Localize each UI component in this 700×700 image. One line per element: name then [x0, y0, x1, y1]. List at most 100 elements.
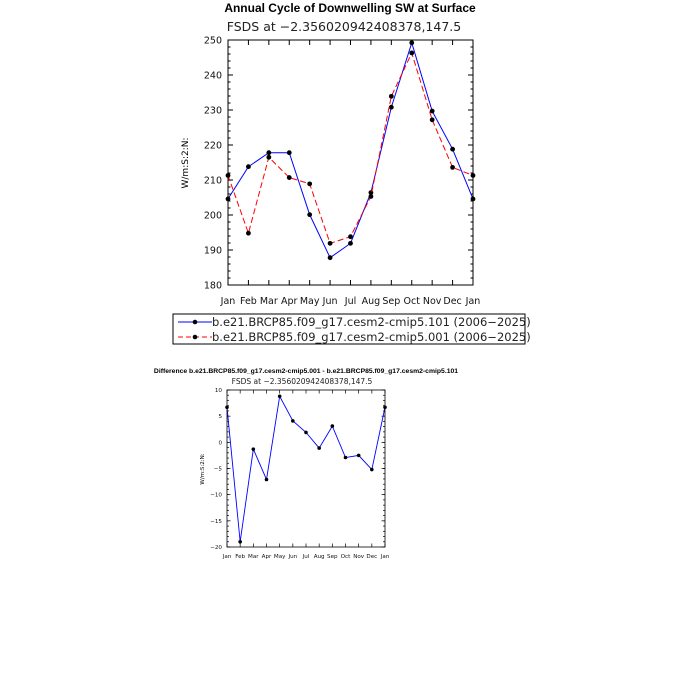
chart1-x-tick-labels: Jan Feb Mar Apr May Jun Jul Aug Sep Oct Nov Dec Jan [220, 296, 481, 307]
chart1-x-tick-label: Feb [240, 296, 257, 307]
chart1-series-1-point [286, 150, 292, 156]
chart1-plot-frame [227, 39, 474, 286]
chart2-x-tick-label: Jun [287, 554, 297, 560]
chart2-title: Difference b.e21.BRCP85.f09_g17.cesm2-cm… [154, 368, 458, 375]
chart2-x-tick-label: Apr [262, 554, 272, 560]
chart2-x-tick-label: Aug [314, 554, 325, 560]
chart2-x-tick-label: Mar [248, 554, 259, 560]
legend-marker-101 [192, 319, 198, 325]
chart1-x-tick-label: Dec [443, 296, 461, 307]
chart2-series-1-point [238, 539, 242, 544]
chart2-subtitle: FSDS at −2.356020942408378,147.5 [232, 377, 373, 386]
chart1-series-2-point [409, 50, 415, 56]
chart2-x-tick-label: May [274, 554, 286, 560]
legend-frame [172, 313, 526, 345]
chart1-series [225, 40, 476, 261]
chart1-series-2-point [307, 181, 313, 187]
chart2-series-1-point [317, 446, 321, 450]
chart1-y-tick-label: 180 [204, 280, 222, 291]
chart1-x-tick-label: Aug [362, 296, 381, 307]
chart2-series-1-point [251, 447, 256, 451]
chart2-y-tick-label: 5 [218, 414, 222, 420]
chart2-series-1-point [356, 453, 361, 458]
chart1-series-1-point [450, 146, 455, 152]
difference-chart: Difference b.e21.BRCP85.f09_g17.cesm2-cm… [154, 368, 458, 560]
chart2-y-tick-label: −15 [210, 519, 222, 525]
chart1-series-1-point [327, 255, 333, 261]
chart2-x-tick-label: Oct [341, 554, 351, 560]
chart2-x-tick-label: Jan [380, 554, 390, 560]
chart1-series-line-2 [227, 51, 474, 244]
chart1-x-tick-label: Mar [260, 296, 278, 307]
chart1-legend: b.e21.BRCP85.f09_g17.cesm2-cmip5.101 (20… [172, 313, 531, 345]
chart1-series-1-point [246, 164, 251, 170]
chart1-series-1-point [348, 240, 353, 246]
chart2-y-tick-label: 10 [215, 388, 223, 394]
chart2-series [225, 394, 387, 544]
chart1-series-2-point [286, 175, 292, 180]
chart1-series-1-point [409, 40, 415, 46]
chart1-series-1-point [307, 212, 313, 218]
chart1-x-tick-label: Nov [423, 296, 442, 307]
chart1-y-tick-labels: 180 190 200 210 220 230 240 250 [204, 35, 222, 291]
chart1-series-1-point [266, 150, 272, 156]
chart2-x-tick-label: Feb [235, 554, 245, 560]
chart1-ylabel: W/m:S:2:N: [181, 138, 191, 189]
legend-marker-001 [192, 334, 198, 340]
chart2-series-1-point [264, 477, 269, 482]
chart1-x-tick-label: Jul [344, 296, 356, 307]
chart1-series-2-point [348, 234, 353, 240]
chart2-x-tick-label: Jul [302, 554, 310, 560]
chart2-x-tick-labels: Jan Feb Mar Apr May Jun Jul Aug Sep Oct Nov Dec Jan [222, 554, 390, 560]
chart2-y-tick-labels: −20 −15 −10 −5 0 5 10 [210, 388, 222, 551]
chart1-series-2-point [327, 240, 333, 246]
chart2-series-1-point [330, 424, 335, 428]
chart2-y-tick-label: −10 [210, 493, 222, 499]
chart1-series-1-point [429, 108, 435, 114]
chart2-series-1-point [277, 394, 282, 399]
chart2-series-1-point [291, 419, 295, 423]
chart1-series-2-point [266, 154, 272, 160]
chart1-series-2-point [368, 194, 374, 199]
legend-entry-101: b.e21.BRCP85.f09_g17.cesm2-cmip5.101 (20… [178, 315, 531, 329]
chart2-x-tick-label: Nov [353, 554, 365, 560]
chart2-plot-frame [226, 389, 386, 548]
chart1-y-tick-label: 230 [204, 105, 222, 116]
chart1-x-tick-label: Sep [382, 296, 400, 307]
chart1-x-tick-label: Jan [465, 296, 481, 307]
chart1-y-tick-label: 190 [204, 245, 222, 256]
chart2-y-tick-label: −5 [214, 467, 223, 473]
legend-label-101: b.e21.BRCP85.f09_g17.cesm2-cmip5.101 (20… [212, 315, 531, 329]
chart1-series-2-point [450, 165, 455, 170]
chart1-y-tick-label: 240 [204, 70, 222, 81]
chart2-series-1-point [343, 455, 348, 460]
chart1-x-tick-label: Apr [281, 296, 298, 307]
chart1-y-tick-label: 200 [204, 210, 222, 221]
chart1-y-tick-label: 250 [204, 35, 222, 46]
chart2-y-tick-label: −20 [210, 545, 222, 551]
legend-label-001: b.e21.BRCP85.f09_g17.cesm2-cmip5.001 (20… [212, 330, 531, 344]
chart1-x-tick-label: May [300, 296, 320, 307]
chart1-ticks [227, 39, 474, 286]
chart1-x-tick-label: Jan [220, 296, 236, 307]
chart1-subtitle: FSDS at −2.356020942408378,147.5 [227, 19, 461, 34]
chart2-series-1-point [370, 467, 374, 472]
chart1-series-line-1 [227, 41, 474, 259]
chart1-x-tick-label: Jun [322, 296, 338, 307]
chart1-x-tick-label: Oct [404, 296, 421, 307]
chart1-series-2-point [246, 230, 251, 236]
chart1-y-tick-label: 210 [204, 175, 222, 186]
chart1-y-tick-label: 220 [204, 140, 222, 151]
legend-entry-001: b.e21.BRCP85.f09_g17.cesm2-cmip5.001 (20… [178, 330, 531, 344]
chart2-x-tick-label: Jan [222, 554, 232, 560]
annual-cycle-chart: Annual Cycle of Downwelling SW at Surfac… [181, 1, 480, 307]
chart1-title: Annual Cycle of Downwelling SW at Surfac… [224, 1, 476, 15]
chart1-series-1-point [388, 104, 394, 110]
chart2-x-tick-label: Dec [366, 554, 377, 560]
chart2-series-1-point [304, 430, 308, 435]
chart1-series-2-point [388, 93, 394, 99]
chart1-series-2-point [429, 117, 435, 123]
chart2-y-tick-label: 0 [218, 440, 222, 446]
chart2-ylabel: W/m:S:2:N: [200, 453, 206, 484]
